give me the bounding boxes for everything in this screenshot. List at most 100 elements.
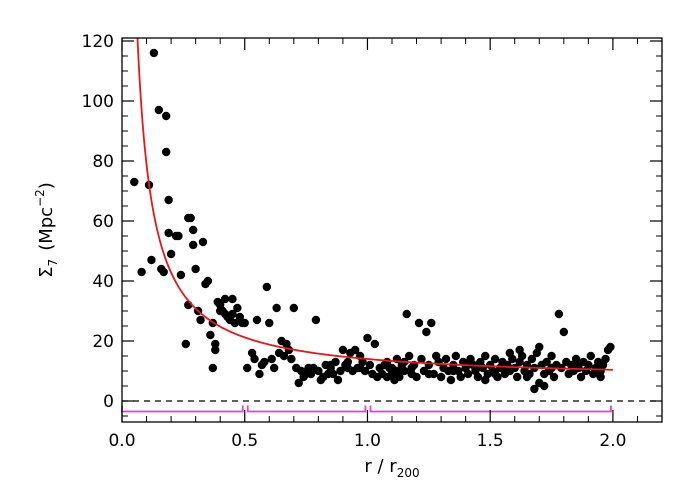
x-tick-label: 1.5	[477, 431, 504, 451]
data-point	[137, 267, 146, 277]
data-point	[338, 345, 348, 355]
y-tick-label: 60	[92, 212, 114, 232]
data-point	[166, 249, 176, 259]
data-point	[424, 369, 434, 379]
data-point	[267, 354, 276, 364]
data-point	[196, 315, 205, 325]
data-point	[289, 303, 299, 313]
data-point	[601, 354, 610, 364]
y-axis-label: Σ7 (Mpc−2)	[33, 182, 60, 278]
data-point	[230, 318, 240, 328]
data-point	[314, 366, 323, 376]
data-point	[333, 375, 343, 385]
data-point	[412, 372, 421, 382]
data-point	[424, 360, 434, 370]
data-point	[512, 372, 522, 382]
data-point	[294, 378, 303, 388]
data-point	[326, 360, 335, 370]
data-point	[576, 372, 586, 382]
data-point	[382, 357, 392, 367]
data-point	[287, 354, 296, 364]
data-point	[559, 327, 569, 337]
data-point	[530, 384, 539, 394]
data-point	[255, 369, 264, 379]
data-point	[473, 372, 483, 382]
data-point	[181, 339, 191, 349]
data-point	[260, 357, 269, 367]
data-point	[228, 309, 237, 319]
y-axis-label-symbol: Σ	[36, 266, 57, 277]
data-point	[279, 351, 289, 361]
y-tick-label: 20	[92, 332, 114, 352]
x-tick-label: 1.0	[354, 431, 381, 451]
y-axis-label-unit-close: )	[36, 182, 57, 189]
y-tick-label: 0	[103, 392, 114, 412]
data-point	[272, 303, 281, 313]
data-point	[510, 363, 519, 373]
data-point	[490, 369, 500, 379]
data-point	[515, 345, 524, 355]
data-point	[336, 366, 345, 376]
data-point	[547, 351, 556, 361]
axis-ticks: 0.0 0.5 1.0 1.5 2.0 0 20 40 60 80 100 120	[82, 32, 662, 451]
data-point	[228, 294, 237, 304]
bin-bracket	[121, 405, 244, 413]
data-point	[188, 225, 198, 235]
y-axis-label-unit: (Mpc	[36, 207, 57, 251]
data-point	[191, 264, 200, 274]
data-point	[206, 330, 215, 340]
bin-bracket	[246, 405, 367, 413]
data-point	[203, 276, 213, 286]
data-point	[262, 282, 272, 292]
data-point	[407, 363, 416, 373]
x-tick-label: 0.5	[231, 431, 258, 451]
data-point	[441, 354, 451, 364]
data-point	[586, 351, 596, 361]
data-point	[395, 372, 404, 382]
data-point	[571, 354, 581, 364]
data-point	[363, 333, 372, 343]
data-point	[451, 351, 461, 361]
data-point	[240, 318, 249, 328]
data-point	[387, 363, 397, 373]
data-point	[449, 366, 458, 376]
data-point	[527, 354, 537, 364]
data-point	[542, 357, 551, 367]
data-point	[233, 303, 242, 313]
data-point	[481, 351, 490, 361]
data-point	[427, 318, 436, 328]
data-point	[328, 369, 338, 379]
y-tick-label: 40	[92, 272, 114, 292]
y-axis-label-sub: 7	[46, 259, 60, 267]
data-point	[186, 213, 195, 223]
data-point	[490, 354, 500, 364]
data-point	[147, 255, 156, 265]
data-point	[250, 354, 259, 364]
data-point	[154, 105, 164, 115]
data-point	[360, 366, 370, 376]
data-point	[404, 351, 414, 361]
x-tick-label: 2.0	[599, 431, 626, 451]
data-point	[370, 339, 380, 349]
data-point	[265, 318, 274, 328]
data-point	[220, 294, 230, 304]
data-point	[242, 363, 252, 373]
data-point	[535, 342, 544, 352]
data-point	[211, 339, 220, 349]
data-point	[174, 231, 183, 241]
data-point	[446, 375, 456, 385]
data-point	[164, 195, 173, 205]
y-tick-label: 100	[82, 92, 114, 112]
x-tick-label: 0.0	[108, 431, 135, 451]
data-point	[606, 342, 615, 352]
data-point	[463, 369, 473, 379]
x-axis-label-sub: 200	[397, 466, 420, 480]
data-point	[211, 345, 220, 355]
data-point	[350, 345, 360, 355]
data-point	[176, 270, 186, 280]
plot-area	[121, 38, 662, 413]
data-point	[161, 111, 171, 121]
y-tick-label: 120	[82, 32, 114, 52]
fit-curve	[136, 38, 613, 371]
data-point	[539, 381, 549, 391]
